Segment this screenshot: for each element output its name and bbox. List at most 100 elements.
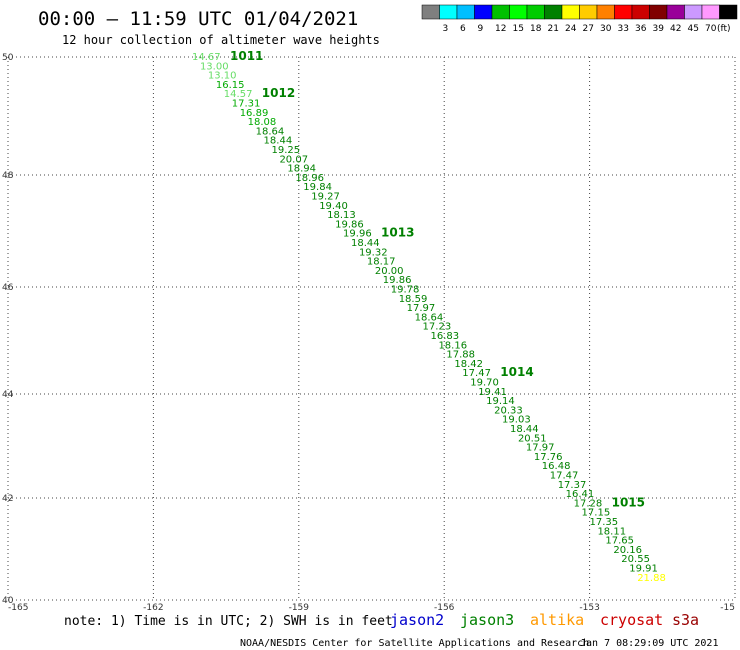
data-point-label: 20.33 xyxy=(494,405,523,416)
satellite-name: jason3 xyxy=(460,611,514,629)
grid xyxy=(7,56,736,601)
x-tick-label: -162 xyxy=(143,603,163,613)
y-tick-label: 48 xyxy=(2,171,14,181)
pass-label: 1015 xyxy=(612,495,645,509)
data-point-label: 21.88 xyxy=(637,573,666,584)
legend-label: 18 xyxy=(530,24,542,34)
color-legend: 3 6 9 12 15 18 21 24 27 30 33 36 39 42 45 70 xyxy=(421,4,738,34)
satellite-name: s3a xyxy=(672,611,699,629)
y-tick-label: 42 xyxy=(2,494,13,504)
data-point-label: 20.51 xyxy=(518,433,547,444)
data-point-label: 20.00 xyxy=(375,266,404,277)
legend-label: 70 xyxy=(705,24,717,34)
pass-label: 1011 xyxy=(230,49,263,63)
legend-swatch xyxy=(439,4,458,20)
legend-label: 21 xyxy=(548,24,559,34)
data-points: 14.6713.0013.1016.1514.5717.3116.8918.08… xyxy=(192,52,666,584)
data-point-label: 18.11 xyxy=(597,526,626,537)
data-point-label: 17.35 xyxy=(590,517,619,528)
data-point-label: 14.57 xyxy=(224,89,253,100)
legend-label: 39 xyxy=(653,24,665,34)
data-point-label: 16.83 xyxy=(431,331,460,342)
y-tick-label: 50 xyxy=(2,53,14,63)
credit: NOAA/NESDIS Center for Satellite Applica… xyxy=(240,638,589,649)
data-point-label: 17.28 xyxy=(574,498,603,509)
satellite-name: jason2 xyxy=(390,611,444,629)
data-point-label: 19.41 xyxy=(478,387,507,398)
data-point-label: 18.42 xyxy=(454,359,483,370)
data-point-label: 18.96 xyxy=(295,173,324,184)
data-point-label: 19.14 xyxy=(486,396,515,407)
data-point-label: 19.96 xyxy=(343,229,372,240)
legend-swatch xyxy=(509,4,528,20)
legend-label: 9 xyxy=(478,24,484,34)
x-tick-label: -15 xyxy=(720,603,735,613)
data-point-label: 19.70 xyxy=(470,378,499,389)
data-point-label: 18.17 xyxy=(367,257,396,268)
data-point-label: 17.65 xyxy=(605,536,634,547)
legend-swatch xyxy=(561,4,580,20)
legend-label: 6 xyxy=(460,24,466,34)
data-point-label: 17.88 xyxy=(446,350,475,361)
data-point-label: 19.32 xyxy=(359,247,388,258)
legend-swatch xyxy=(544,4,563,20)
legend-swatch xyxy=(474,4,493,20)
legend-label: 3 xyxy=(443,24,449,34)
satellite-name: altika xyxy=(530,611,584,629)
x-tick-label: -156 xyxy=(434,603,455,613)
x-axis-ticks: -165 -162 -159 -156 -153 -15 xyxy=(8,603,735,613)
data-point-label: 19.40 xyxy=(319,201,348,212)
data-point-label: 20.07 xyxy=(279,154,308,165)
data-point-label: 16.48 xyxy=(542,461,571,472)
data-point-label: 19.25 xyxy=(272,145,301,156)
legend-label: 27 xyxy=(583,24,594,34)
legend-swatch xyxy=(631,4,650,20)
y-tick-label: 40 xyxy=(2,596,14,606)
data-point-label: 20.16 xyxy=(613,545,642,556)
y-tick-label: 46 xyxy=(2,283,14,293)
data-point-label: 16.89 xyxy=(240,108,269,119)
data-point-label: 19.03 xyxy=(502,415,531,426)
legend-swatch xyxy=(526,4,545,20)
data-point-label: 17.97 xyxy=(526,443,555,454)
legend-swatch xyxy=(596,4,615,20)
pass-label: 1014 xyxy=(500,365,533,379)
timestamp: Jan 7 08:29:09 UTC 2021 xyxy=(580,638,718,649)
data-point-label: 13.10 xyxy=(208,71,237,82)
pass-label: 1013 xyxy=(381,226,414,240)
legend-label: 42 xyxy=(670,24,681,34)
legend-swatch xyxy=(491,4,510,20)
legend-label: 30 xyxy=(600,24,612,34)
x-tick-label: -153 xyxy=(579,603,599,613)
data-point-label: 18.16 xyxy=(438,340,467,351)
data-point-label: 17.47 xyxy=(550,471,579,482)
x-tick-label: -159 xyxy=(289,603,310,613)
data-point-label: 17.31 xyxy=(232,99,261,110)
pass-label: 1012 xyxy=(262,86,295,100)
data-point-label: 19.78 xyxy=(391,285,420,296)
legend-label: 33 xyxy=(618,24,629,34)
data-point-label: 17.23 xyxy=(423,322,452,333)
legend-label: 24 xyxy=(565,24,577,34)
data-point-label: 18.44 xyxy=(510,424,539,435)
legend-unit: (ft) xyxy=(717,24,731,34)
data-point-label: 19.91 xyxy=(629,564,658,575)
data-point-label: 18.44 xyxy=(264,136,293,147)
legend-swatch xyxy=(579,4,598,20)
data-point-label: 19.27 xyxy=(311,192,340,203)
legend-swatch xyxy=(719,4,738,20)
data-point-label: 17.15 xyxy=(582,508,611,519)
pass-labels: 1011 1012 1013 1014 1015 xyxy=(230,49,645,509)
data-point-label: 20.55 xyxy=(621,554,650,565)
data-point-label: 17.97 xyxy=(407,303,436,314)
legend-swatch xyxy=(701,4,720,20)
data-point-label: 16.41 xyxy=(566,489,595,500)
data-point-label: 17.47 xyxy=(462,368,491,379)
legend-label: 36 xyxy=(635,24,647,34)
y-tick-label: 44 xyxy=(2,390,14,400)
data-point-label: 18.08 xyxy=(248,117,277,128)
legend-label: 12 xyxy=(495,24,506,34)
data-point-label: 18.59 xyxy=(399,294,428,305)
legend-swatch xyxy=(666,4,685,20)
